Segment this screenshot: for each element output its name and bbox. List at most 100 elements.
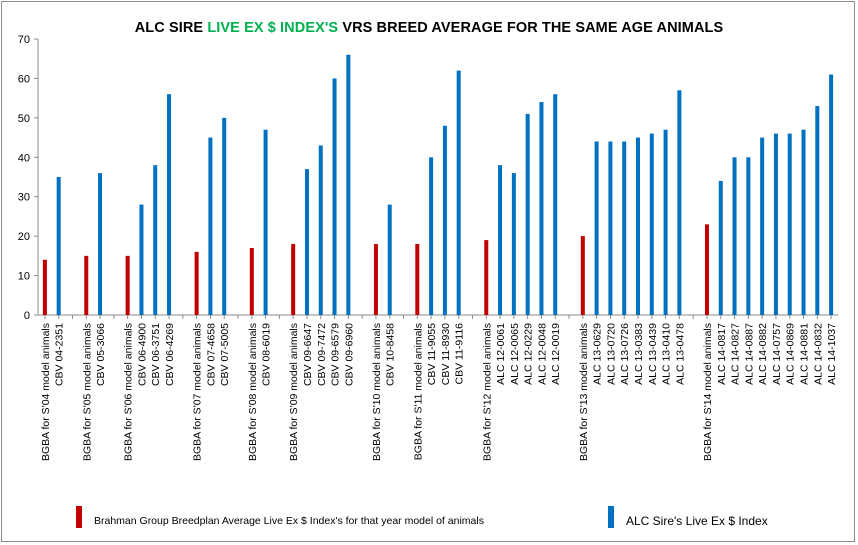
x-tick-label: CBV 09-6579 (330, 323, 342, 386)
x-tick-label: ALC 13-0629 (592, 323, 604, 385)
bar-alc-sire (332, 78, 337, 315)
x-tick-label: ALC 14-0827 (730, 323, 742, 385)
y-tick-label: 70 (18, 34, 30, 46)
bar-alc-sire (304, 169, 309, 315)
bar-breed-average (194, 251, 199, 315)
bar-breed-average (580, 236, 585, 315)
x-tick-label: BGBA for S'09 model animals (288, 323, 300, 461)
bar-alc-sire (56, 177, 61, 315)
x-tick-label: ALC 13-0726 (619, 323, 631, 385)
bar-alc-sire (732, 157, 737, 315)
x-tick-label: CBV 09-7472 (316, 323, 328, 386)
x-tick-label: ALC 13-0720 (605, 323, 617, 385)
bar-breed-average (42, 259, 47, 315)
bar-alc-sire (456, 70, 461, 316)
bar-alc-sire (98, 173, 103, 315)
x-tick-label: BGBA for S'11 model animals (412, 323, 424, 460)
x-tick-label: BGBA for S'12 model animals (481, 323, 493, 461)
chart-title-part1: ALC SIRE (134, 20, 208, 36)
x-tick-label: CBV 11-8930 (440, 323, 452, 385)
bar-alc-sire (525, 113, 530, 316)
x-tick-label: CBV 06-4900 (136, 323, 148, 386)
bar-alc-sire (649, 133, 654, 315)
x-tick-label: ALC 14-0887 (743, 323, 755, 385)
x-tick-label: ALC 12-0019 (550, 323, 562, 385)
x-tick-label: CBV 10-8458 (385, 323, 397, 386)
bar-alc-sire (677, 90, 682, 315)
bar-alc-sire (773, 133, 778, 315)
bar-alc-sire (511, 173, 516, 315)
bar-alc-sire (208, 137, 213, 315)
y-tick-label: 0 (24, 310, 30, 322)
x-tick-label: ALC 14-1037 (826, 323, 838, 385)
y-tick-label: 50 (18, 113, 30, 125)
bar-alc-sire (318, 145, 323, 315)
x-tick-label: ALC 12-0229 (523, 323, 535, 385)
x-tick-label: ALC 13-0439 (647, 323, 659, 385)
x-tick-label: CBV 06-3751 (150, 323, 162, 386)
bar-alc-sire (663, 129, 668, 315)
bar-alc-sire (167, 94, 172, 315)
y-tick-label: 30 (18, 192, 30, 204)
bar-alc-sire (539, 102, 544, 315)
legend-swatch-breed-average (76, 506, 82, 528)
x-tick-label: BGBA for S'07 model animals (192, 323, 204, 461)
bar-breed-average (373, 244, 378, 315)
x-tick-label: ALC 14-0869 (785, 323, 797, 385)
bar-breed-average (84, 255, 89, 315)
bar-alc-sire (760, 137, 765, 315)
x-tick-label: ALC 13-0383 (633, 323, 645, 385)
chart-title: ALC SIRE LIVE EX $ INDEX'S VRS BREED AVE… (0, 20, 858, 36)
bar-alc-sire (153, 165, 158, 315)
bar-alc-sire (622, 141, 627, 315)
x-tick-label: BGBA for S'10 model animals (371, 323, 383, 461)
bar-alc-sire (442, 125, 447, 315)
x-tick-label: CBV 08-6019 (261, 323, 273, 386)
bar-breed-average (291, 244, 296, 315)
bar-alc-sire (346, 54, 351, 316)
x-tick-label: CBV 07-5005 (219, 323, 231, 386)
bar-alc-sire (829, 74, 834, 315)
x-tick-label: ALC 14-0832 (812, 323, 824, 385)
bar-alc-sire (608, 141, 613, 315)
legend-item-breed-average: Brahman Group Breedplan Average Live Ex … (76, 506, 484, 528)
y-tick-label: 10 (18, 271, 30, 283)
legend-label-breed-average: Brahman Group Breedplan Average Live Ex … (94, 515, 484, 527)
bar-breed-average (704, 224, 709, 315)
x-tick-label: CBV 04-2351 (54, 323, 66, 386)
x-tick-label: CBV 11-9055 (426, 323, 438, 385)
y-tick-label: 20 (18, 231, 30, 243)
bar-alc-sire (594, 141, 599, 315)
x-tick-label: ALC 12-0061 (495, 323, 507, 385)
bar-alc-sire (636, 137, 640, 315)
bar-alc-sire (718, 180, 723, 315)
bar-alc-sire (787, 133, 792, 315)
bar-alc-sire (139, 204, 144, 315)
bar-alc-sire (429, 157, 434, 315)
x-tick-label: BGBA for S'08 model animals (247, 323, 259, 461)
x-tick-label: ALC 14-0757 (771, 323, 783, 385)
bar-breed-average (415, 244, 420, 315)
x-tick-label: ALC 12-0065 (509, 323, 521, 385)
x-tick-label: ALC 14-0881 (799, 323, 811, 385)
x-tick-label: BGBA for S'14 model animals (702, 323, 714, 461)
x-tick-label: ALC 12-0048 (536, 323, 548, 385)
chart-title-part2: VRS BREED AVERAGE FOR THE SAME AGE ANIMA… (338, 20, 724, 36)
bar-breed-average (484, 240, 489, 315)
x-tick-label: CBV 07-4658 (205, 323, 217, 386)
x-tick-label: ALC 13-0478 (674, 323, 686, 385)
bar-alc-sire (222, 117, 227, 315)
legend-swatch-alc-sire (608, 506, 614, 528)
legend-label-alc-sire: ALC Sire's Live Ex $ Index (626, 514, 768, 528)
chart-title-highlight: LIVE EX $ INDEX'S (207, 20, 339, 36)
x-tick-label: CBV 11-9116 (454, 323, 466, 385)
bar-alc-sire (498, 165, 503, 315)
x-tick-label: CBV 09-6647 (302, 323, 314, 386)
legend-item-alc-sire: ALC Sire's Live Ex $ Index (608, 506, 768, 528)
x-tick-label: ALC 14-0817 (716, 323, 728, 385)
x-tick-label: BGBA for S'05 model animals (81, 323, 93, 461)
x-tick-label: CBV 09-6960 (343, 323, 355, 386)
bar-alc-sire (387, 204, 392, 315)
bar-breed-average (125, 255, 130, 315)
